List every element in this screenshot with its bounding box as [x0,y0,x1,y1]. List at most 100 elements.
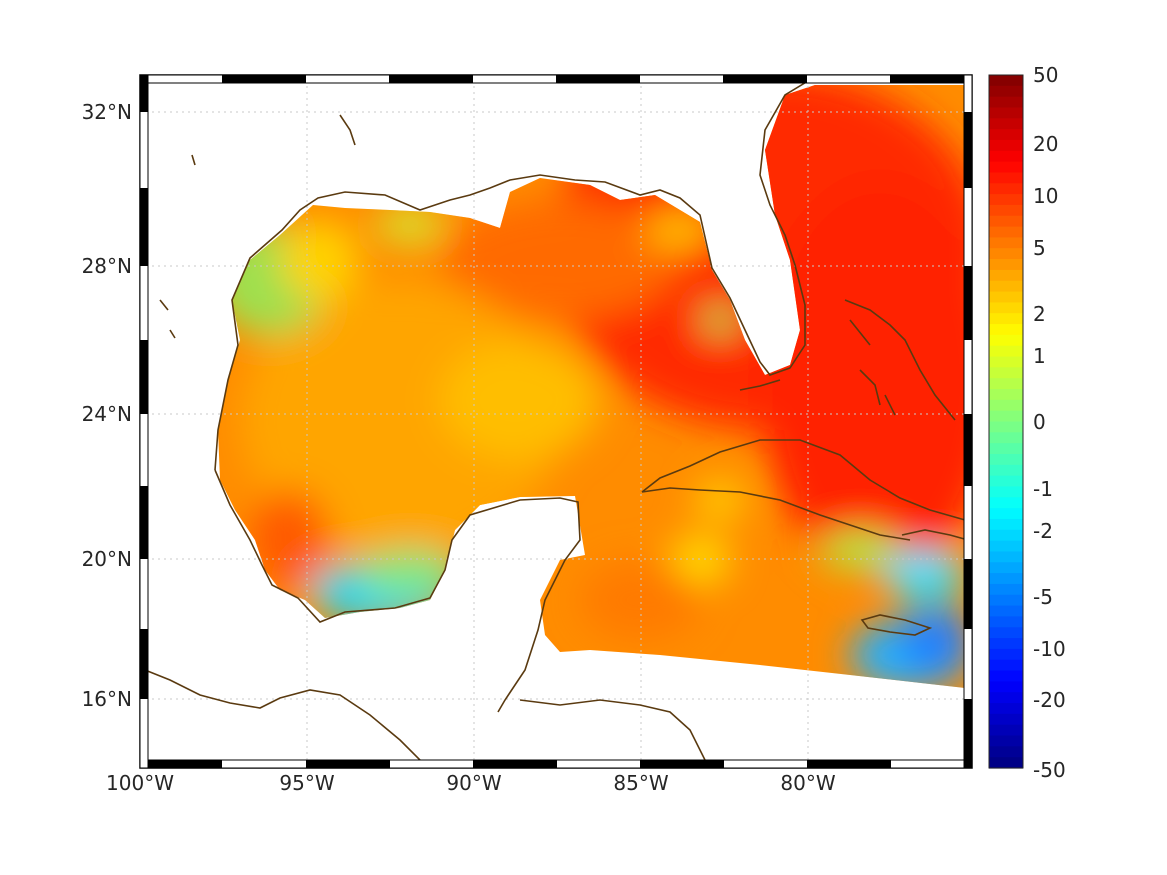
colorbar-step [989,226,1023,239]
ocean-field [218,85,965,688]
colorbar-step [989,204,1023,217]
colorbar-step [989,713,1023,726]
colorbar-step [989,529,1023,542]
colorbar-step [989,670,1023,682]
colorbar-step [989,757,1023,769]
colorbar-step [989,96,1023,109]
colorbar-step [989,161,1023,174]
colorbar-step [989,194,1023,206]
coastline-bahamas [844,299,956,421]
x-tick-label: 85°W [613,771,668,795]
colorbar-tick-label: 20 [1033,132,1058,156]
grid-lines [146,80,968,762]
colorbar-step [989,605,1023,618]
colorbar-tick-label: -50 [1033,758,1066,782]
colorbar-step [989,237,1023,249]
colorbar-step [989,616,1023,628]
colorbar-step [989,139,1023,152]
x-tick-label: 90°W [446,771,501,795]
colorbar-step [989,464,1023,477]
colorbar-step [989,551,1023,563]
colorbar-step [989,692,1023,704]
y-tick-label: 28°N [82,254,132,278]
colorbar-step [989,334,1023,347]
colorbar: 50 20 10 5 2 1 0 -1 -2 -5 -10 -20 -50 [988,63,1066,782]
y-tick-label: 20°N [82,547,132,571]
colorbar-step [989,291,1023,303]
colorbar-step [989,540,1023,553]
colorbar-tick-label: -5 [1033,585,1053,609]
colorbar-step [989,259,1023,271]
y-axis-labels: 32°N 28°N 24°N 20°N 16°N [82,100,132,711]
colorbar-step [989,703,1023,715]
x-axis-labels: 100°W 95°W 90°W 85°W 80°W [106,771,836,795]
colorbar-tick-label: -10 [1033,637,1066,661]
colorbar-step [989,172,1023,184]
colorbar-step [989,681,1023,693]
colorbar-step [989,356,1023,368]
colorbar-step [989,583,1023,596]
colorbar-step [989,508,1023,520]
colorbar-gradient [989,75,1023,769]
colorbar-step [989,389,1023,401]
colorbar-step [989,659,1023,672]
colorbar-step [989,378,1023,390]
coastline-islands-west [159,114,356,339]
colorbar-step [989,735,1023,747]
colorbar-step [989,302,1023,314]
colorbar-tick-label: 2 [1033,302,1046,326]
y-tick-label: 32°N [82,100,132,124]
colorbar-step [989,280,1023,293]
colorbar-step [989,324,1023,336]
coastline-keys [739,379,781,391]
coastline-mexico [214,469,581,713]
colorbar-step [989,453,1023,466]
colorbar-tick-label: 5 [1033,236,1046,260]
colorbar-step [989,573,1023,585]
map-frame [139,74,973,769]
colorbar-step [989,443,1023,455]
colorbar-tick-label: -20 [1033,688,1066,712]
colorbar-step [989,648,1023,661]
colorbar-step [989,486,1023,498]
colorbar-step [989,627,1023,639]
colorbar-step [989,562,1023,574]
colorbar-step [989,475,1023,488]
coastline-central-america [139,667,426,766]
y-tick-label: 16°N [82,687,132,711]
colorbar-step [989,107,1023,119]
colorbar-step [989,746,1023,758]
coastline-jamaica [860,614,933,636]
colorbar-step [989,248,1023,260]
colorbar-step [989,129,1023,141]
colorbar-step [989,345,1023,358]
colorbar-step [989,410,1023,423]
colorbar-step [989,118,1023,130]
coastlines [139,74,969,766]
colorbar-tick-label: 0 [1033,410,1046,434]
colorbar-labels: 50 20 10 5 2 1 0 -1 -2 -5 -10 -20 -50 [1033,63,1066,782]
colorbar-step [989,638,1023,650]
colorbar-step [989,215,1023,228]
colorbar-step [989,150,1023,163]
coastline-hispaniola [901,529,969,541]
y-tick-label: 24°N [82,402,132,426]
colorbar-tick-label: 1 [1033,344,1046,368]
coastline-cuba [641,439,966,541]
colorbar-step [989,421,1023,433]
colorbar-step [989,75,1023,87]
colorbar-tick-label: -2 [1033,519,1053,543]
colorbar-step [989,518,1023,531]
colorbar-tick-label: 10 [1033,184,1058,208]
colorbar-step [989,183,1023,195]
colorbar-step [989,399,1023,412]
colorbar-step [989,432,1023,444]
x-tick-label: 80°W [780,771,835,795]
colorbar-step [989,497,1023,509]
colorbar-tick-label: -1 [1033,477,1053,501]
coastline-gulf [214,74,819,471]
coastline-honduras [519,699,706,761]
colorbar-tick-label: 50 [1033,63,1058,87]
colorbar-step [989,367,1023,379]
